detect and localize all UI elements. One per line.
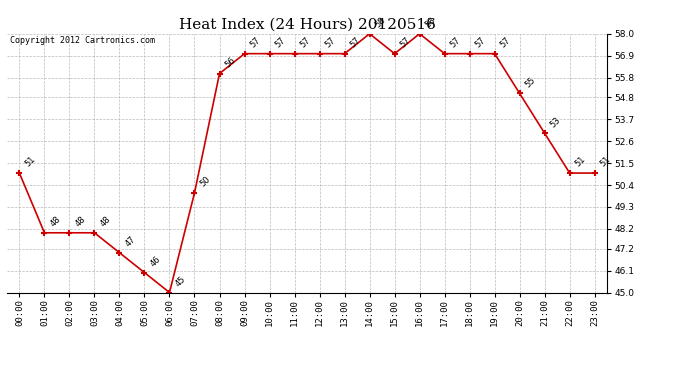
Text: 57: 57 — [448, 36, 463, 50]
Text: 57: 57 — [348, 36, 363, 50]
Text: 58: 58 — [374, 16, 388, 30]
Text: 51: 51 — [574, 155, 588, 169]
Text: 57: 57 — [274, 36, 288, 50]
Text: 57: 57 — [474, 36, 488, 50]
Text: 51: 51 — [599, 155, 613, 169]
Text: 57: 57 — [299, 36, 313, 50]
Text: 50: 50 — [199, 175, 213, 189]
Text: 58: 58 — [424, 16, 437, 30]
Text: 48: 48 — [48, 215, 63, 229]
Text: 47: 47 — [124, 235, 137, 249]
Text: 57: 57 — [248, 36, 263, 50]
Text: 57: 57 — [399, 36, 413, 50]
Text: 51: 51 — [23, 155, 37, 169]
Text: 56: 56 — [224, 56, 237, 69]
Text: 48: 48 — [74, 215, 88, 229]
Text: 55: 55 — [524, 75, 538, 89]
Text: 48: 48 — [99, 215, 112, 229]
Text: 46: 46 — [148, 255, 163, 268]
Text: 57: 57 — [324, 36, 337, 50]
Text: Copyright 2012 Cartronics.com: Copyright 2012 Cartronics.com — [10, 36, 155, 45]
Text: 53: 53 — [549, 115, 563, 129]
Text: 45: 45 — [174, 274, 188, 288]
Text: 57: 57 — [499, 36, 513, 50]
Title: Heat Index (24 Hours) 20120516: Heat Index (24 Hours) 20120516 — [179, 17, 435, 31]
